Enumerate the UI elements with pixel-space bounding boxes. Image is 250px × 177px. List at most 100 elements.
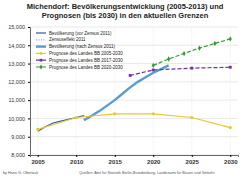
- legend-label: Prognose des Landes BB 2005-2030: [49, 51, 123, 56]
- grid-line: [153, 27, 154, 155]
- legend-label: Prognose des Landes BB 2020-2030: [49, 65, 123, 70]
- tick-label: 2025: [186, 159, 200, 165]
- legend: Bevölkerung (vor Zensus 2011)Zensuseffek…: [36, 31, 123, 70]
- tick-mark: [28, 137, 30, 138]
- series-marker: [113, 112, 116, 115]
- tick-mark: [230, 155, 231, 157]
- tick-mark: [28, 45, 30, 46]
- tick-label: 13,000: [8, 61, 25, 67]
- series-marker: [36, 128, 39, 131]
- tick-mark: [115, 155, 116, 157]
- x-tick: 2025: [186, 155, 200, 165]
- title-line: Prognosen (bis 2030) in den aktuellen Gr…: [42, 11, 209, 20]
- series-group: [36, 36, 232, 131]
- grid-line: [230, 27, 231, 155]
- legend-swatch: [36, 53, 46, 54]
- series-marker: [75, 116, 78, 119]
- y-tick: 14,000: [8, 43, 30, 49]
- tick-mark: [28, 118, 30, 119]
- tick-mark: [28, 100, 30, 101]
- x-tick: 2020: [147, 155, 161, 165]
- tick-mark: [153, 155, 154, 157]
- legend-label: Prognose des Landes BB 2017-2030: [49, 58, 123, 63]
- legend-item: Prognose des Landes BB 2005-2030: [36, 51, 123, 56]
- tick-mark: [28, 27, 30, 28]
- tick-label: 10,000: [8, 116, 25, 122]
- series-marker: [213, 41, 216, 46]
- series-marker: [152, 63, 155, 68]
- chart: Michendorf: Bevölkerungsentwicklung (200…: [0, 0, 250, 177]
- legend-label: Zensuseffekt 2011: [49, 37, 86, 42]
- legend-marker: [40, 59, 43, 62]
- legend-swatch: [36, 45, 46, 47]
- y-tick: 11,000: [9, 97, 30, 103]
- tick-label: 2015: [109, 159, 123, 165]
- tick-label: 11,000: [9, 97, 25, 103]
- legend-swatch: [36, 39, 46, 40]
- legend-marker: [40, 52, 43, 55]
- y-axis: 8,000 9,000 10,000 11,000 12,000 13,000 14,000…: [8, 24, 30, 158]
- y-tick: 13,000: [8, 61, 30, 67]
- series-marker: [229, 126, 232, 129]
- x-axis: 2005 2010 2015 2020 2025 2030: [31, 155, 239, 165]
- series-marker: [190, 116, 193, 119]
- series-marker: [190, 67, 193, 70]
- tick-mark: [28, 82, 30, 83]
- series-line: [130, 67, 230, 75]
- x-tick: 2005: [32, 155, 46, 165]
- x-tick: 2030: [224, 155, 238, 165]
- tick-label: 2005: [32, 159, 46, 165]
- grid-line: [30, 100, 238, 101]
- grid-line: [30, 136, 238, 137]
- tick-mark: [28, 155, 30, 156]
- grid-line: [30, 118, 238, 119]
- grid-line: [30, 27, 238, 28]
- tick-label: 15,000: [8, 24, 25, 30]
- tick-label: 2030: [224, 159, 238, 165]
- series-marker: [183, 51, 186, 56]
- series-marker: [152, 69, 155, 72]
- series-line: [153, 39, 230, 66]
- tick-label: 12,000: [8, 79, 25, 85]
- grid-line: [30, 81, 238, 82]
- legend-marker: [40, 65, 43, 70]
- axis-line: [31, 156, 239, 158]
- title: Michendorf: Bevölkerungsentwicklung (200…: [27, 2, 224, 20]
- plot: 8,000 9,000 10,000 11,000 12,000 13,000 14,000…: [8, 24, 238, 165]
- legend-item: Prognose des Landes BB 2017-2030: [36, 58, 123, 63]
- series-marker: [167, 56, 170, 61]
- y-tick: 9,000: [11, 134, 30, 140]
- series-line: [84, 65, 169, 120]
- y-tick: 10,000: [8, 116, 30, 122]
- grid: [30, 27, 238, 155]
- series-marker: [152, 112, 155, 115]
- legend-item: Prognose des Landes BB 2020-2030: [36, 65, 123, 70]
- legend-swatch: [36, 32, 46, 33]
- series-marker: [229, 36, 232, 41]
- legend-item: Bevölkerung (nach Zensus 2011): [36, 44, 115, 49]
- legend-item: Bevölkerung (vor Zensus 2011): [36, 31, 112, 36]
- x-tick: 2010: [70, 155, 84, 165]
- x-tick: 2015: [109, 155, 123, 165]
- annotation: by Hans G. Oberlack: [3, 171, 38, 175]
- series-marker: [198, 45, 201, 50]
- series-line: [38, 114, 231, 130]
- y-tick: 15,000: [8, 24, 30, 30]
- tick-label: 14,000: [8, 43, 25, 49]
- y-tick: 12,000: [8, 79, 30, 85]
- tick-label: 8,000: [11, 152, 25, 158]
- tick-mark: [38, 155, 39, 157]
- series-marker: [129, 74, 132, 77]
- series-line: [38, 116, 84, 132]
- axis-line: [28, 28, 31, 156]
- legend-label: Bevölkerung (nach Zensus 2011): [49, 44, 115, 49]
- tick-mark: [192, 155, 193, 157]
- tick-mark: [28, 64, 30, 65]
- series-marker: [229, 66, 232, 69]
- legend-item: Zensuseffekt 2011: [36, 37, 86, 42]
- legend-swatch: [36, 60, 46, 61]
- legend-label: Bevölkerung (vor Zensus 2011): [49, 31, 112, 36]
- tick-label: 9,000: [11, 134, 25, 140]
- tick-label: 2010: [70, 159, 84, 165]
- tick-mark: [76, 155, 77, 157]
